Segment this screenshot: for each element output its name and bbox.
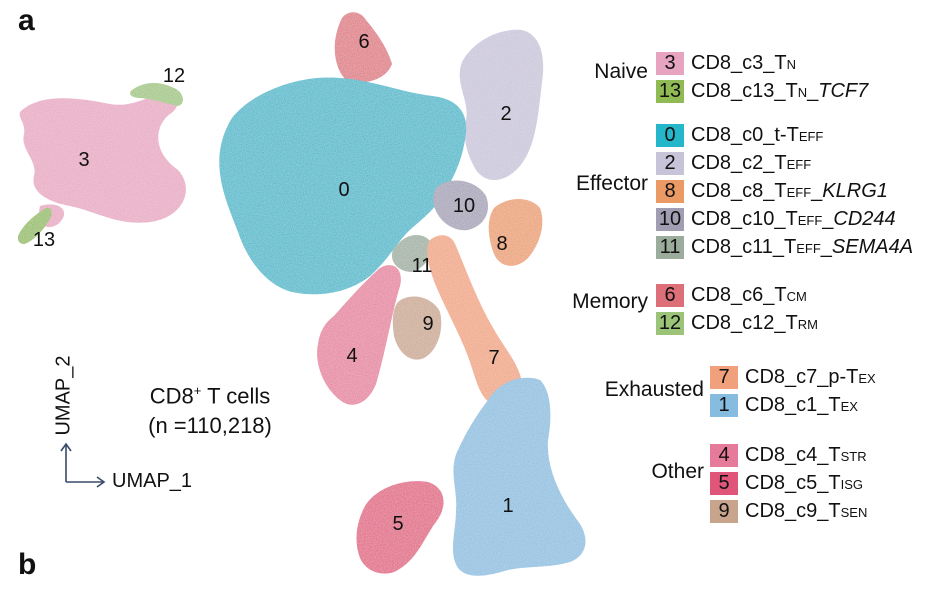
cluster-label-11: 11 xyxy=(412,255,433,277)
cluster-label-0: 0 xyxy=(338,179,349,201)
legend-swatch: 11 xyxy=(656,236,684,259)
legend-item-c1: 1 CD8_c1_TEX xyxy=(710,394,858,417)
legend-label: CD8_c0_t-TEFF xyxy=(691,124,824,146)
legend-label: CD8_c6_TCM xyxy=(691,284,807,306)
legend-group-effector: Effector xyxy=(576,172,648,195)
cluster-label-5: 5 xyxy=(392,513,403,535)
legend-label: CD8_c1_TEX xyxy=(745,394,858,416)
cluster-label-13: 13 xyxy=(33,229,55,251)
legend-swatch: 6 xyxy=(656,284,684,307)
legend-label: CD8_c10_TEFF_CD244 xyxy=(691,208,896,230)
cluster-10-points xyxy=(433,180,488,231)
legend-item-c2: 2 CD8_c2_TEFF xyxy=(656,152,811,175)
cluster-4-points xyxy=(317,265,401,405)
legend-label: CD8_c11_TEFF_SEMA4A xyxy=(691,236,914,258)
legend-label: CD8_c9_TSEN xyxy=(745,500,868,522)
cluster-9-points xyxy=(392,296,442,360)
legend-label: CD8_c8_TEFF_KLRG1 xyxy=(691,180,888,202)
cluster-7-points xyxy=(427,235,522,406)
legend-swatch: 1 xyxy=(710,394,738,417)
cluster-label-1: 1 xyxy=(502,495,513,517)
cluster-12-points xyxy=(130,83,183,106)
legend-label: CD8_c2_TEFF xyxy=(691,152,812,174)
legend-item-c13: 13 CD8_c13_TN_TCF7 xyxy=(656,80,868,103)
legend-swatch: 10 xyxy=(656,208,684,231)
cluster-label-10: 10 xyxy=(453,195,475,217)
cluster-label-9: 9 xyxy=(422,313,433,335)
x-axis-label: UMAP_1 xyxy=(112,470,193,492)
cluster-label-7: 7 xyxy=(488,347,499,369)
legend-swatch: 7 xyxy=(710,366,738,389)
axis-arrows xyxy=(60,442,106,488)
legend-swatch: 8 xyxy=(656,180,684,203)
legend-item-c5: 5 CD8_c5_TISG xyxy=(710,472,863,495)
legend-label: CD8_c3_TN xyxy=(691,52,796,74)
legend-item-c10: 10 CD8_c10_TEFF_CD244 xyxy=(656,208,896,231)
legend-swatch: 13 xyxy=(656,80,684,103)
legend-swatch: 5 xyxy=(710,472,738,495)
cluster-label-8: 8 xyxy=(496,233,507,255)
panel-label-a: a xyxy=(18,4,35,37)
cluster-13-points xyxy=(17,207,52,244)
legend-item-c0: 0 CD8_c0_t-TEFF xyxy=(656,124,823,147)
cluster-label-6: 6 xyxy=(358,31,369,53)
plot-title: CD8+ T cells (n =110,218) xyxy=(148,383,272,439)
legend-group-naive: Naive xyxy=(594,60,648,83)
legend-label: CD8_c13_TN_TCF7 xyxy=(691,80,869,102)
cluster-2-points xyxy=(459,29,544,181)
cluster-11-points xyxy=(392,235,433,272)
panel-label-b: b xyxy=(18,548,37,581)
legend-label: CD8_c12_TRM xyxy=(691,312,818,334)
legend-item-c12: 12 CD8_c12_TRM xyxy=(656,312,818,335)
legend-item-c4: 4 CD8_c4_TSTR xyxy=(710,444,867,467)
legend-label: CD8_c5_TISG xyxy=(745,472,864,494)
cluster-label-4: 4 xyxy=(346,345,357,367)
legend-item-c11: 11 CD8_c11_TEFF_SEMA4A xyxy=(656,236,913,259)
cluster-label-12: 12 xyxy=(163,65,185,87)
legend-item-c3: 3 CD8_c3_TN xyxy=(656,52,796,75)
cluster-1-points xyxy=(452,377,586,576)
legend-item-c6: 6 CD8_c6_TCM xyxy=(656,284,807,307)
legend-swatch: 12 xyxy=(656,312,684,335)
legend-swatch: 2 xyxy=(656,152,684,175)
legend-swatch: 3 xyxy=(656,52,684,75)
legend-swatch: 9 xyxy=(710,500,738,523)
legend-item-c7: 7 CD8_c7_p-TEX xyxy=(710,366,876,389)
cluster-5-points xyxy=(356,481,444,574)
cluster-8-points xyxy=(488,199,543,266)
legend-group-other: Other xyxy=(651,460,704,483)
cluster-6-points xyxy=(334,12,392,83)
legend-group-memory: Memory xyxy=(572,290,648,313)
legend-group-exhausted: Exhausted xyxy=(604,378,704,401)
cluster-label-2: 2 xyxy=(500,103,511,125)
legend-swatch: 0 xyxy=(656,124,684,147)
cluster-3-points xyxy=(19,90,186,223)
y-axis-label: UMAP_2 xyxy=(52,355,75,436)
legend-swatch: 4 xyxy=(710,444,738,467)
cluster-label-3: 3 xyxy=(78,149,89,171)
legend-label: CD8_c7_p-TEX xyxy=(745,366,876,388)
cluster-0-points xyxy=(219,77,467,295)
legend-item-c9: 9 CD8_c9_TSEN xyxy=(710,500,867,523)
legend-label: CD8_c4_TSTR xyxy=(745,444,867,466)
legend-item-c8: 8 CD8_c8_TEFF_KLRG1 xyxy=(656,180,888,203)
